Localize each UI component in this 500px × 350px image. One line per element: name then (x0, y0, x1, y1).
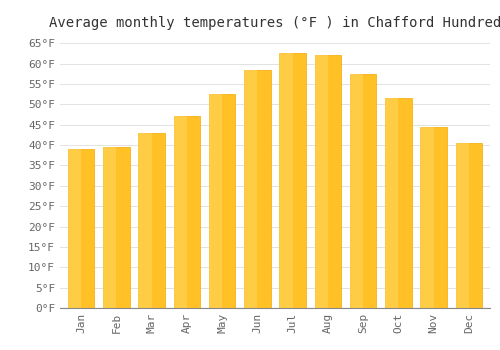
Bar (174, 117, 187, 308)
Bar (174, 117, 200, 308)
Bar (138, 133, 165, 308)
Bar (314, 55, 328, 308)
Bar (385, 98, 398, 308)
Bar (456, 143, 469, 308)
Bar (280, 53, 306, 308)
Title: Average monthly temperatures (°F ) in Chafford Hundred: Average monthly temperatures (°F ) in Ch… (49, 16, 500, 30)
Bar (209, 94, 222, 308)
Bar (209, 94, 236, 308)
Bar (244, 70, 270, 308)
Bar (385, 98, 411, 308)
Bar (456, 143, 482, 308)
Bar (420, 127, 434, 308)
Bar (138, 133, 151, 308)
Bar (280, 53, 292, 308)
Bar (420, 127, 447, 308)
Bar (350, 74, 376, 308)
Bar (314, 55, 341, 308)
Bar (103, 147, 117, 308)
Bar (68, 149, 94, 308)
Bar (244, 70, 258, 308)
Bar (350, 74, 363, 308)
Bar (68, 149, 81, 308)
Bar (103, 147, 130, 308)
